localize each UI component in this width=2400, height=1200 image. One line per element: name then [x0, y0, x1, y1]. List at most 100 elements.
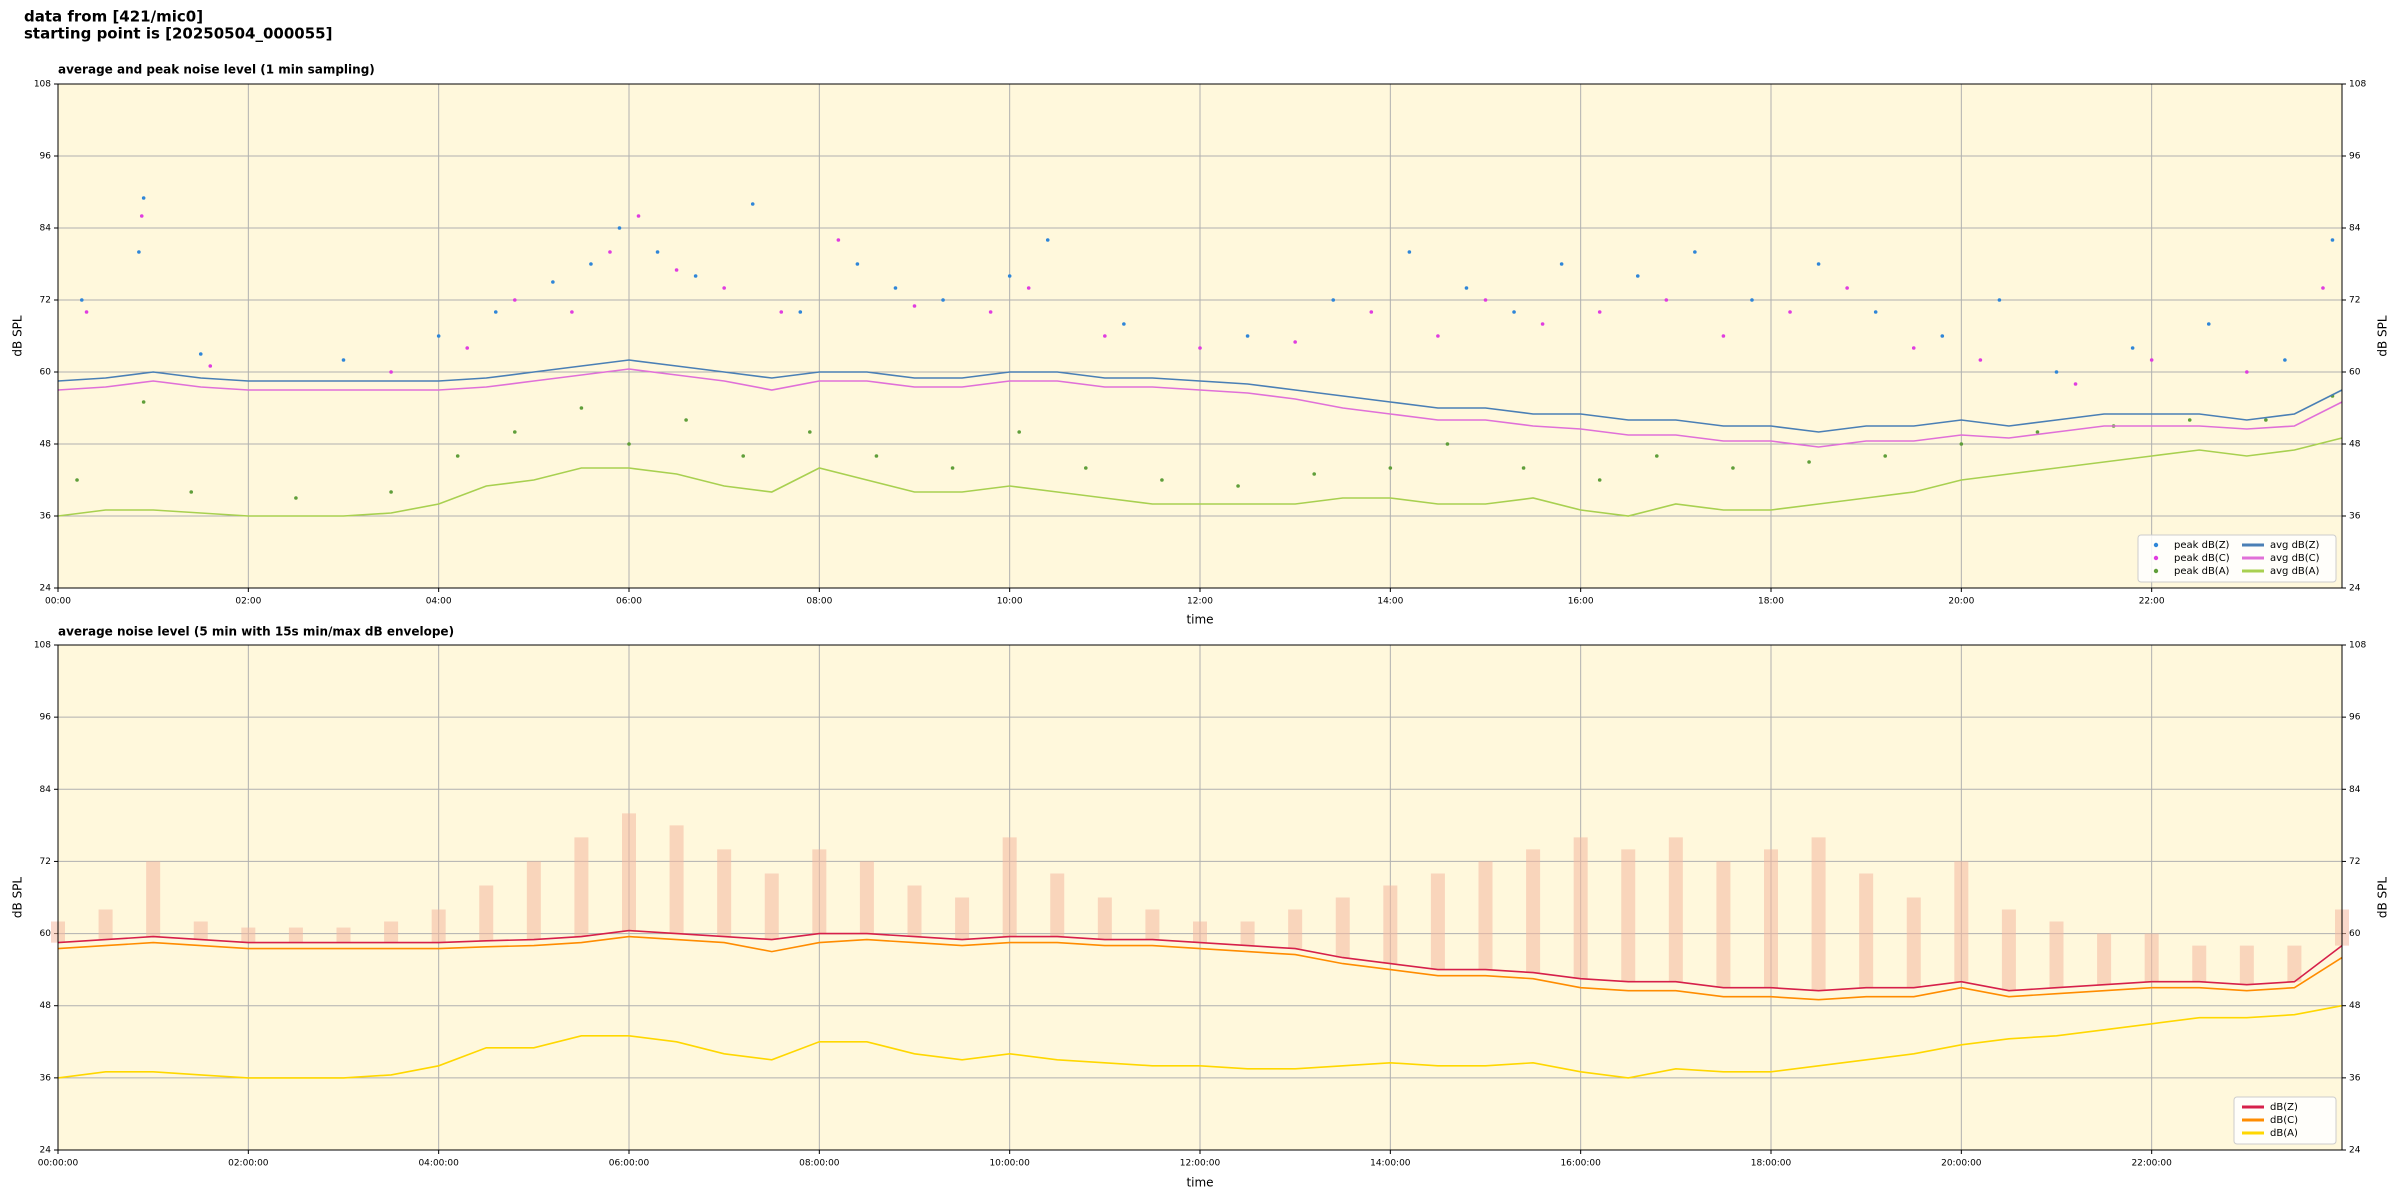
peak-point	[674, 268, 679, 272]
y-tick-label: 48	[40, 1001, 52, 1011]
peak-point	[141, 400, 146, 404]
peak-point	[617, 226, 622, 230]
y2-axis-label: dB SPL	[2376, 315, 2390, 357]
y-tick-label: 60	[40, 929, 52, 939]
peak-point	[874, 454, 879, 458]
plot-frame	[57, 83, 2343, 589]
header-line: starting point is [20250504_000055]	[24, 25, 332, 43]
y2-tick-label: 84	[2349, 785, 2361, 795]
peak-point	[941, 298, 945, 302]
peak-point	[1045, 238, 1050, 242]
peak-point	[684, 418, 688, 422]
peak-point	[750, 202, 755, 206]
peak-point	[2330, 238, 2335, 242]
series-line	[57, 437, 2343, 517]
x-tick-label: 14:00:00	[1370, 1159, 1411, 1169]
x-axis-label: time	[1186, 1176, 1213, 1190]
peak-point	[1122, 322, 1126, 326]
plot-frame	[57, 644, 2343, 1151]
peak-point	[1026, 286, 1031, 290]
peak-point	[912, 304, 917, 308]
y-tick-label: 108	[34, 80, 51, 90]
legend-marker	[2153, 555, 2159, 561]
x-tick-label: 08:00:00	[799, 1159, 840, 1169]
peak-point	[141, 196, 146, 200]
x-tick-label: 12:00:00	[1180, 1159, 1221, 1169]
x-tick-label: 20:00:00	[1941, 1159, 1982, 1169]
peak-point	[1293, 340, 1297, 344]
legend-label: avg dB(A)	[2270, 566, 2320, 577]
peak-point	[1997, 298, 2002, 302]
y-tick-label: 108	[34, 641, 51, 651]
y-tick-label: 96	[40, 152, 52, 162]
peak-point	[436, 334, 441, 338]
peak-point	[1312, 472, 1316, 476]
peak-point	[1750, 298, 1754, 302]
legend-label: peak dB(C)	[2174, 553, 2230, 564]
x-tick-label: 00:00	[45, 597, 71, 607]
peak-point	[341, 358, 346, 362]
legend-label: dB(A)	[2270, 1128, 2298, 1139]
peak-point	[1084, 466, 1088, 470]
peak-point	[1103, 334, 1107, 338]
peak-point	[1559, 262, 1564, 266]
peak-point	[1873, 310, 1878, 314]
peak-point	[1483, 298, 1488, 302]
series-line	[57, 368, 2343, 448]
peak-point	[1664, 298, 1669, 302]
x-axis-label: time	[1186, 613, 1213, 627]
x-tick-label: 12:00	[1187, 597, 1213, 607]
peak-point	[893, 286, 898, 290]
peak-point	[1693, 250, 1697, 254]
x-tick-label: 02:00	[235, 597, 261, 607]
x-tick-label: 22:00:00	[2131, 1159, 2172, 1169]
peak-point	[1816, 262, 1821, 266]
peak-point	[1245, 334, 1250, 338]
x-tick-label: 16:00	[1568, 597, 1594, 607]
peak-point	[1436, 334, 1440, 338]
peak-point	[493, 310, 498, 314]
peak-point	[636, 214, 641, 218]
peak-point	[1388, 466, 1393, 470]
peak-point	[2054, 370, 2059, 374]
peak-point	[2187, 418, 2192, 422]
y2-tick-label: 96	[2349, 713, 2361, 723]
peak-point	[1845, 286, 1849, 290]
peak-point	[1788, 310, 1792, 314]
legend-marker	[2153, 542, 2159, 548]
peak-point	[1017, 430, 1021, 434]
peak-point	[579, 406, 584, 410]
peak-point	[198, 352, 203, 356]
peak-point	[1540, 322, 1545, 326]
y-tick-label: 36	[40, 512, 52, 522]
peak-point	[1369, 310, 1374, 314]
peak-point	[798, 310, 803, 314]
peak-point	[208, 364, 213, 368]
peak-point	[2283, 358, 2287, 362]
x-tick-label: 04:00:00	[418, 1159, 459, 1169]
peak-point	[1959, 442, 1964, 446]
peak-point	[139, 214, 144, 218]
x-tick-label: 16:00:00	[1560, 1159, 1601, 1169]
peak-point	[1911, 346, 1916, 350]
x-tick-label: 22:00	[2139, 597, 2165, 607]
y2-tick-label: 96	[2349, 152, 2361, 162]
series-line	[57, 359, 2343, 433]
peak-point	[513, 298, 517, 302]
peak-point	[1160, 478, 1164, 482]
peak-point	[608, 250, 612, 254]
peak-point	[2321, 286, 2325, 290]
peak-point	[1007, 274, 1012, 278]
peak-point	[2245, 370, 2249, 374]
y-tick-label: 84	[40, 785, 52, 795]
legend-label: avg dB(Z)	[2270, 540, 2320, 551]
x-tick-label: 02:00:00	[228, 1159, 269, 1169]
x-tick-label: 06:00	[616, 597, 642, 607]
legend-box	[2137, 534, 2337, 583]
peak-point	[1731, 466, 1735, 470]
y-axis-label: dB SPL	[11, 315, 25, 357]
peak-point	[779, 310, 784, 314]
x-tick-label: 00:00:00	[38, 1159, 79, 1169]
peak-point	[389, 490, 393, 494]
y2-tick-label: 60	[2349, 929, 2361, 939]
